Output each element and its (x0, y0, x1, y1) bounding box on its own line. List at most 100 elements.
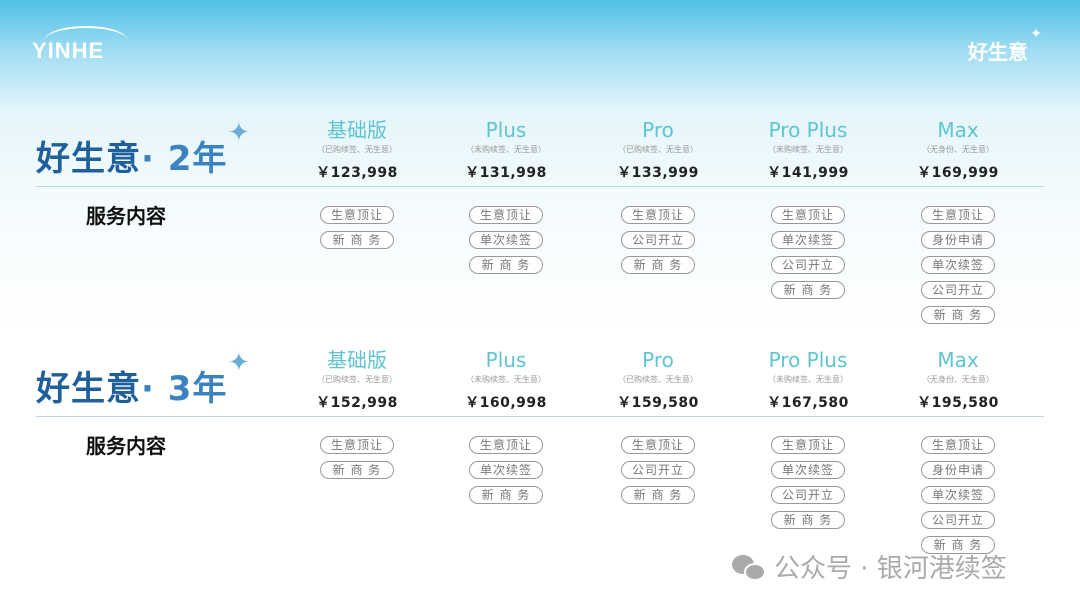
service-tag: 单次续签 (921, 486, 995, 504)
plan-subtitle: （无身份、无生意） (922, 145, 994, 154)
service-tag: 生意顶让 (320, 206, 394, 224)
section-title: 好生意· 3年 (36, 361, 227, 410)
plan-header: Pro （已购续签、无生意） ￥133,999 (583, 118, 733, 182)
service-tag: 单次续签 (771, 461, 845, 479)
service-tag: 生意顶让 (921, 206, 995, 224)
plan-subtitle: （已购续签、无生意） (317, 375, 397, 384)
service-tag: 单次续签 (771, 231, 845, 249)
service-tag: 生意顶让 (621, 436, 695, 454)
plan-price: ￥141,999 (767, 165, 849, 181)
service-tag: 新 商 务 (771, 511, 845, 529)
plan-header: Pro Plus （未购续签、无生意） ￥141,999 (733, 118, 883, 182)
section-title-years: · 2年 (141, 139, 228, 179)
service-tag: 单次续签 (469, 461, 543, 479)
plan-price: ￥169,999 (917, 165, 999, 181)
service-tag: 生意顶让 (469, 436, 543, 454)
divider (36, 186, 1044, 187)
plan-price: ￥195,580 (917, 395, 999, 411)
service-tag: 新 商 务 (771, 281, 845, 299)
plan-services: 生意顶让新 商 务 (282, 206, 432, 249)
service-content-label: 服务内容 (86, 434, 166, 458)
service-content-label: 服务内容 (86, 204, 166, 228)
service-tag: 身份申请 (921, 461, 995, 479)
sparkle-icon: ✦ (228, 118, 250, 148)
plan-services: 生意顶让单次续签公司开立新 商 务 (733, 436, 883, 529)
plan-price: ￥133,999 (617, 165, 699, 181)
plan-header: 基础版 （已购续签、无生意） ￥123,998 (282, 118, 432, 182)
service-tag: 新 商 务 (469, 486, 543, 504)
plan-subtitle: （未购续签、无生意） (768, 145, 848, 154)
plan-name: Pro (642, 348, 674, 372)
plan-price: ￥152,998 (316, 395, 398, 411)
section-title: 好生意· 2年 (36, 131, 227, 180)
watermark-text: 公众号 · 银河港续签 (774, 554, 1007, 584)
logo-arc (44, 26, 128, 56)
service-tag: 公司开立 (621, 231, 695, 249)
plan-services: 生意顶让公司开立新 商 务 (583, 436, 733, 504)
plan-header: Pro Plus （未购续签、无生意） ￥167,580 (733, 348, 883, 412)
service-tag: 新 商 务 (320, 461, 394, 479)
plan-price: ￥159,580 (617, 395, 699, 411)
plan-header: Pro （已购续签、无生意） ￥159,580 (583, 348, 733, 412)
plan-price: ￥123,998 (316, 165, 398, 181)
plan-services: 生意顶让 身份申请 单次续签 公司开立新 商 务 (883, 436, 1033, 554)
plan-name: Plus (485, 348, 527, 372)
plan-price: ￥160,998 (465, 395, 547, 411)
plan-subtitle: （已购续签、无生意） (618, 145, 698, 154)
service-tag: 公司开立 (771, 486, 845, 504)
plan-header: Max （无身份、无生意） ￥169,999 (883, 118, 1033, 182)
service-tag: 生意顶让 (320, 436, 394, 454)
plan-services: 生意顶让 单次续签 公司开立新 商 务 (733, 206, 883, 299)
service-tag: 公司开立 (621, 461, 695, 479)
brand-title: 好生意 (968, 40, 1028, 64)
plan-services: 生意顶让身份申请单次续签公司开立新 商 务 (883, 206, 1033, 324)
service-tag: 单次续签 (921, 256, 995, 274)
yinhe-logo: YINHE (32, 26, 128, 66)
plan-subtitle: （未购续签、无生意） (466, 145, 546, 154)
divider (36, 416, 1044, 417)
plan-services: 生意顶让单次续签新 商 务 (431, 206, 581, 274)
service-tag: 生意顶让 (469, 206, 543, 224)
plan-name: Max (937, 118, 979, 142)
service-tag: 新 商 务 (921, 306, 995, 324)
service-tag: 身份申请 (921, 231, 995, 249)
service-tag: 公司开立 (771, 256, 845, 274)
sparkle-icon: ✦ (1030, 26, 1042, 42)
plan-services: 生意顶让新 商 务 (282, 436, 432, 479)
plan-name: Max (937, 348, 979, 372)
plan-subtitle: （未购续签、无生意） (768, 375, 848, 384)
plan-name: 基础版 (327, 118, 387, 142)
service-tag: 新 商 务 (469, 256, 543, 274)
plan-name: Plus (485, 118, 527, 142)
service-tag: 生意顶让 (771, 436, 845, 454)
service-tag: 生意顶让 (621, 206, 695, 224)
plan-services: 生意顶让公司开立新 商 务 (583, 206, 733, 274)
service-tag: 新 商 务 (621, 256, 695, 274)
plan-header: Plus （未购续签、无生意） ￥160,998 (431, 348, 581, 412)
plan-subtitle: （未购续签、无生意） (466, 375, 546, 384)
service-tag: 单次续签 (469, 231, 543, 249)
plan-subtitle: （已购续签、无生意） (618, 375, 698, 384)
service-tag: 新 商 务 (320, 231, 394, 249)
plan-price: ￥131,998 (465, 165, 547, 181)
sparkle-icon: ✦ (228, 348, 250, 378)
plan-price: ￥167,580 (767, 395, 849, 411)
plan-name: 基础版 (327, 348, 387, 372)
section-title-years: · 3年 (141, 369, 228, 409)
plan-name: Pro (642, 118, 674, 142)
service-tag: 公司开立 (921, 511, 995, 529)
plan-name: Pro Plus (768, 118, 848, 142)
plan-subtitle: （无身份、无生意） (922, 375, 994, 384)
section-title-main: 好生意 (36, 139, 141, 179)
plan-name: Pro Plus (768, 348, 848, 372)
section-title-main: 好生意 (36, 369, 141, 409)
plan-header: 基础版 （已购续签、无生意） ￥152,998 (282, 348, 432, 412)
plan-header: Max （无身份、无生意） ￥195,580 (883, 348, 1033, 412)
plan-header: Plus （未购续签、无生意） ￥131,998 (431, 118, 581, 182)
service-tag: 生意顶让 (921, 436, 995, 454)
watermark: 公众号 · 银河港续签 (732, 548, 1007, 585)
service-tag: 公司开立 (921, 281, 995, 299)
plan-services: 生意顶让单次续签新 商 务 (431, 436, 581, 504)
service-tag: 新 商 务 (621, 486, 695, 504)
wechat-icon (732, 553, 766, 581)
